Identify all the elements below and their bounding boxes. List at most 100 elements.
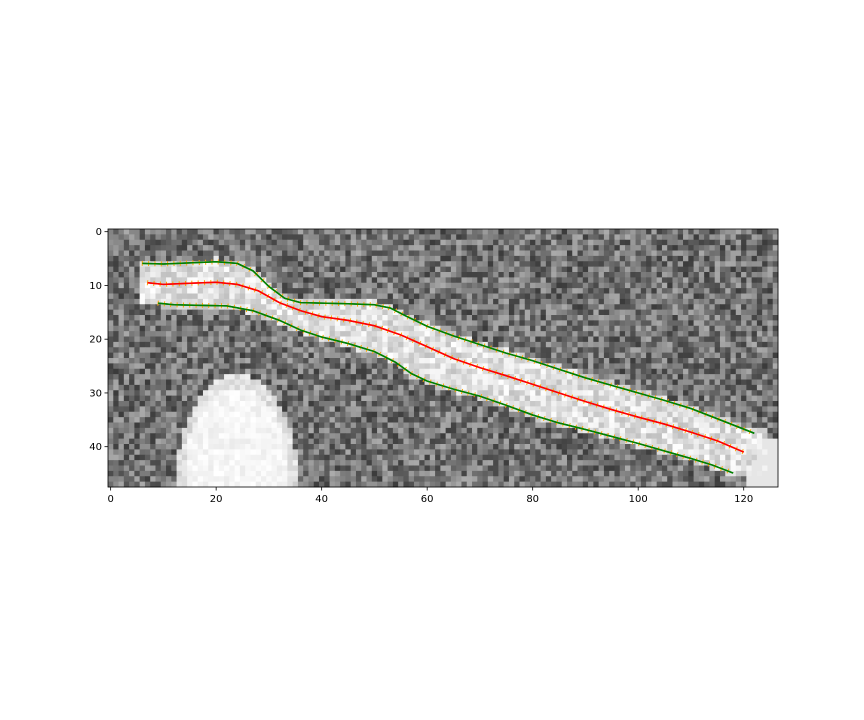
image-pixel bbox=[661, 277, 668, 284]
image-pixel bbox=[403, 304, 410, 311]
image-pixel bbox=[582, 358, 589, 364]
image-pixel bbox=[340, 272, 346, 278]
image-pixel bbox=[561, 234, 568, 241]
image-pixel bbox=[113, 411, 119, 418]
image-pixel bbox=[329, 368, 336, 375]
image-pixel bbox=[466, 422, 473, 429]
image-pixel bbox=[118, 417, 125, 423]
image-pixel bbox=[440, 325, 447, 332]
image-pixel bbox=[260, 229, 267, 235]
image-pixel bbox=[572, 325, 578, 332]
image-pixel bbox=[171, 358, 177, 364]
image-pixel bbox=[266, 250, 272, 257]
image-pixel bbox=[735, 320, 742, 327]
image-pixel bbox=[625, 261, 631, 268]
image-pixel bbox=[593, 234, 600, 241]
image-pixel bbox=[503, 239, 510, 246]
image-pixel bbox=[361, 304, 367, 311]
image-pixel bbox=[408, 374, 415, 380]
image-pixel bbox=[187, 427, 193, 434]
image-pixel bbox=[150, 363, 156, 370]
image-pixel bbox=[424, 331, 431, 337]
image-pixel bbox=[208, 320, 214, 327]
image-pixel bbox=[208, 384, 214, 391]
image-pixel bbox=[524, 336, 531, 343]
image-pixel bbox=[224, 234, 230, 241]
image-pixel bbox=[582, 406, 589, 413]
image-pixel bbox=[424, 352, 431, 359]
image-pixel bbox=[282, 379, 288, 386]
image-pixel bbox=[287, 438, 294, 445]
image-pixel bbox=[661, 384, 668, 391]
image-pixel bbox=[503, 261, 510, 268]
image-pixel bbox=[366, 374, 373, 380]
image-pixel bbox=[340, 347, 346, 354]
image-pixel bbox=[503, 379, 510, 386]
image-pixel bbox=[213, 293, 220, 300]
image-pixel bbox=[413, 384, 420, 391]
image-pixel bbox=[340, 315, 346, 321]
image-pixel bbox=[377, 229, 383, 235]
image-pixel bbox=[477, 406, 483, 413]
image-pixel bbox=[588, 384, 594, 391]
image-pixel bbox=[651, 341, 658, 348]
image-pixel bbox=[450, 427, 457, 434]
image-pixel bbox=[693, 282, 700, 289]
image-pixel bbox=[482, 320, 489, 327]
image-pixel bbox=[651, 234, 658, 241]
image-pixel bbox=[192, 406, 199, 413]
image-pixel bbox=[292, 401, 299, 407]
image-pixel bbox=[598, 417, 605, 423]
image-pixel bbox=[245, 288, 251, 294]
image-pixel bbox=[619, 255, 626, 262]
image-pixel bbox=[413, 347, 420, 354]
image-pixel bbox=[234, 309, 241, 316]
image-pixel bbox=[202, 266, 209, 273]
image-pixel bbox=[530, 293, 536, 300]
image-pixel bbox=[181, 266, 188, 273]
image-pixel bbox=[366, 282, 373, 289]
image-pixel bbox=[398, 255, 404, 262]
image-pixel bbox=[556, 320, 563, 327]
image-pixel bbox=[118, 331, 125, 337]
image-pixel bbox=[598, 239, 605, 246]
image-pixel bbox=[524, 282, 531, 289]
image-pixel bbox=[588, 309, 594, 316]
image-pixel bbox=[572, 255, 578, 262]
image-pixel bbox=[714, 363, 721, 370]
image-pixel bbox=[472, 304, 478, 311]
image-pixel bbox=[445, 250, 452, 257]
image-pixel bbox=[656, 331, 663, 337]
image-pixel bbox=[234, 395, 241, 402]
image-pixel bbox=[108, 272, 114, 278]
image-pixel bbox=[677, 245, 684, 251]
image-pixel bbox=[129, 239, 135, 246]
image-pixel bbox=[139, 331, 146, 337]
image-pixel bbox=[308, 341, 315, 348]
image-pixel bbox=[767, 315, 774, 321]
image-pixel bbox=[160, 379, 167, 386]
image-pixel bbox=[292, 433, 299, 440]
image-pixel bbox=[113, 293, 119, 300]
image-pixel bbox=[698, 245, 705, 251]
image-pixel bbox=[382, 320, 389, 327]
image-pixel bbox=[535, 417, 541, 423]
image-pixel bbox=[345, 234, 352, 241]
image-pixel bbox=[487, 384, 494, 391]
image-pixel bbox=[108, 363, 114, 370]
image-pixel bbox=[640, 229, 647, 235]
image-pixel bbox=[545, 229, 552, 235]
image-pixel bbox=[345, 341, 352, 348]
image-pixel bbox=[355, 374, 362, 380]
image-pixel bbox=[392, 358, 399, 364]
image-pixel bbox=[683, 234, 689, 241]
image-pixel bbox=[524, 293, 531, 300]
image-pixel bbox=[308, 293, 315, 300]
image-pixel bbox=[250, 250, 257, 257]
image-pixel bbox=[297, 266, 304, 273]
image-pixel bbox=[741, 406, 747, 413]
image-pixel bbox=[387, 384, 394, 391]
image-pixel bbox=[466, 304, 473, 311]
image-pixel bbox=[187, 277, 193, 284]
image-pixel bbox=[762, 239, 768, 246]
